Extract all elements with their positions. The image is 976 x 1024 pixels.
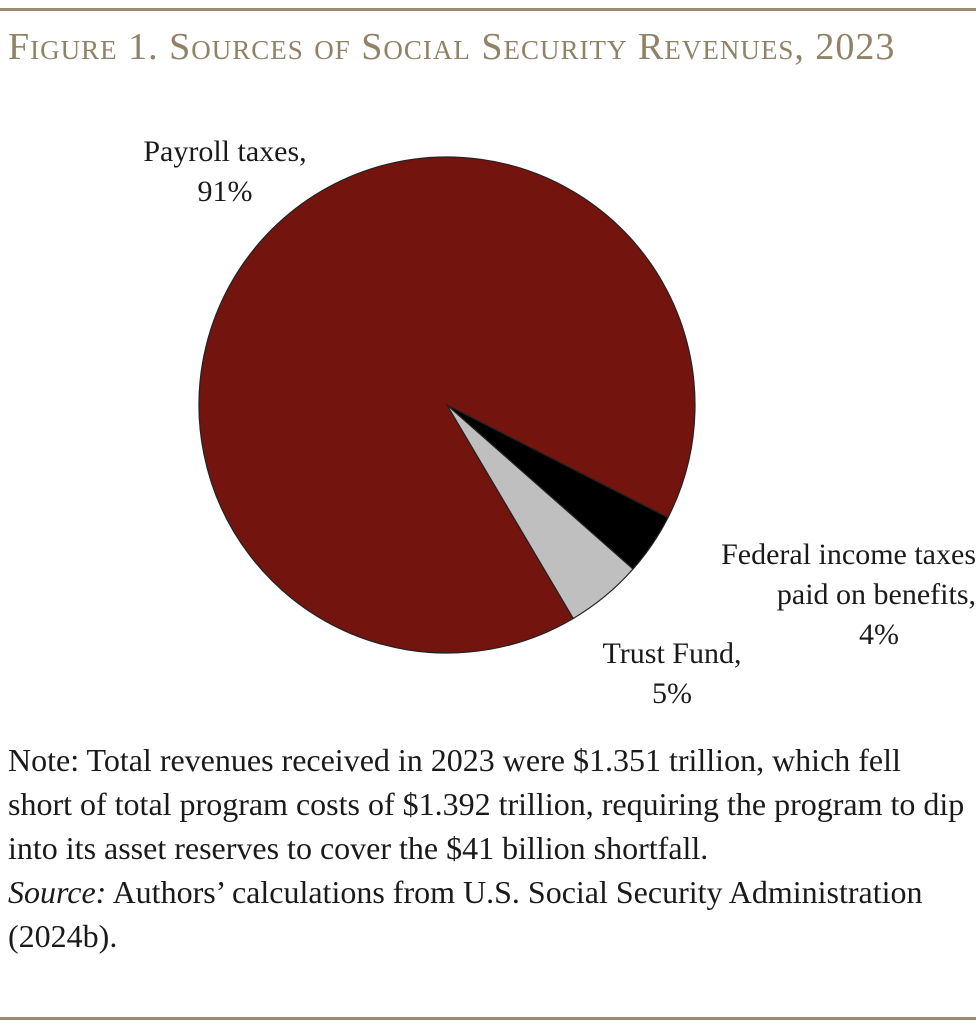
source-text: Authors’ calculations from U.S. Social S… <box>8 874 923 954</box>
note-block: Note: Total revenues received in 2023 we… <box>8 738 968 958</box>
trust-name: Trust Fund, <box>602 637 742 670</box>
source-line: Source: Authors’ calculations from U.S. … <box>8 870 968 958</box>
top-rule <box>0 8 976 11</box>
federal-pct: 4% <box>859 618 899 651</box>
payroll-name: Payroll taxes, <box>143 135 307 168</box>
federal-label: Federal income taxes paid on benefits, 4… <box>662 535 976 655</box>
figure-title: Figure 1. Sources of Social Security Rev… <box>8 26 896 68</box>
payroll-pct: 91% <box>197 175 253 208</box>
payroll-label: Payroll taxes, 91% <box>110 132 340 212</box>
federal-line1: Federal income taxes <box>721 538 976 571</box>
trust-pct: 5% <box>652 677 692 710</box>
federal-line2: paid on benefits, <box>776 578 976 611</box>
slice-trust-fund <box>446 404 634 620</box>
trust-label: Trust Fund, 5% <box>572 634 772 714</box>
note-text: Note: Total revenues received in 2023 we… <box>8 742 965 866</box>
source-label: Source: <box>8 874 107 910</box>
bottom-rule <box>0 1017 976 1020</box>
